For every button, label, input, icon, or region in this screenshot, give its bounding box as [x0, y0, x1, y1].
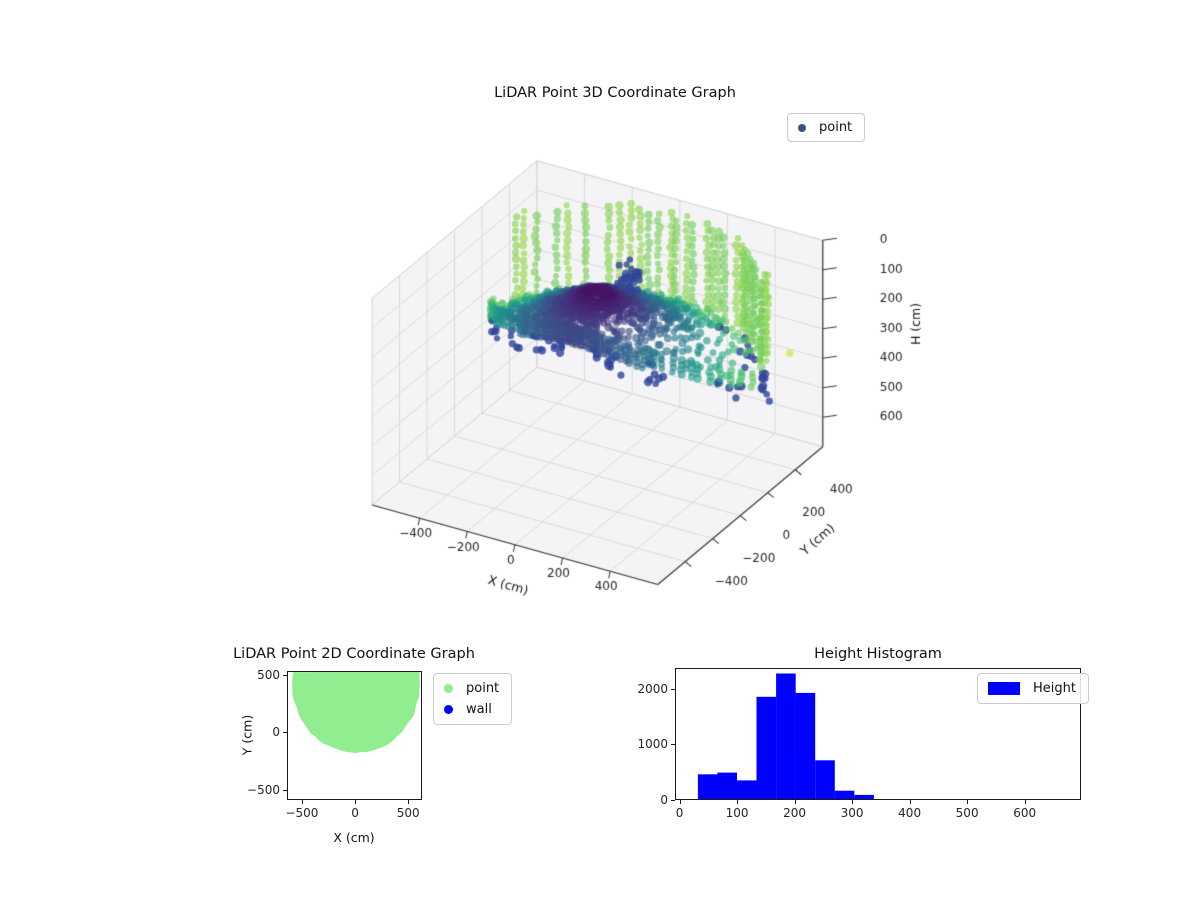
point-marker-icon — [798, 123, 806, 132]
3d-plot-title: LiDAR Point 3D Coordinate Graph — [494, 85, 736, 101]
legend-label: point — [466, 681, 500, 696]
2d-yaxis-label: Y (cm) — [239, 714, 255, 756]
histogram-bars — [697, 673, 874, 799]
wall-marker-icon — [444, 705, 453, 714]
2d-scatter-blob — [292, 672, 420, 753]
2d-y-tick-label: 0 — [272, 725, 280, 740]
hist-x-tick-label: 100 — [725, 806, 749, 820]
legend-item-wall: wall — [444, 699, 499, 720]
2d-y-tickmark — [283, 789, 287, 791]
2d-y-tick-label: −500 — [247, 782, 280, 797]
legend-label: point — [819, 120, 853, 135]
height-swatch-icon — [988, 682, 1020, 695]
hist-y-tick-label: 1000 — [637, 737, 668, 752]
2d-scatter-axes — [287, 671, 422, 800]
2d-x-tick-label: 500 — [396, 806, 420, 820]
legend-item-height: Height — [988, 678, 1076, 699]
hist-x-tickmark — [1024, 800, 1026, 804]
2d-x-tickmark — [408, 800, 410, 804]
2d-xaxis-label: X (cm) — [333, 830, 375, 845]
2d-y-tickmark — [283, 675, 287, 676]
hist-y-tickmark — [671, 688, 675, 690]
point-marker-icon — [444, 684, 453, 693]
legend-label: wall — [466, 702, 492, 717]
hist-x-tick-label: 400 — [898, 806, 922, 820]
legend-3d: point — [787, 113, 866, 142]
legend-2d: point wall — [433, 673, 513, 725]
hist-y-tick-label: 2000 — [637, 681, 668, 696]
hist-x-tick-label: 500 — [955, 806, 979, 820]
legend-item-point-3d: point — [798, 117, 852, 138]
hist-x-tickmark — [679, 800, 681, 804]
hist-y-tick-label: 0 — [660, 793, 668, 807]
hist-x-tick-label: 600 — [1013, 806, 1037, 820]
hist-x-tickmark — [794, 800, 796, 804]
2d-y-tick-label: 500 — [257, 668, 280, 682]
hist-y-tickmark — [671, 744, 675, 746]
hist-x-tickmark — [967, 800, 969, 804]
2d-plot-title: LiDAR Point 2D Coordinate Graph — [233, 646, 475, 662]
hist-x-tick-label: 200 — [783, 806, 807, 820]
histogram-title: Height Histogram — [814, 646, 942, 662]
2d-x-tick-label: 0 — [351, 806, 359, 820]
legend-item-point: point — [444, 678, 499, 699]
2d-x-tick-label: −500 — [285, 806, 319, 820]
2d-x-tickmark — [301, 800, 303, 804]
legend-label: Height — [1033, 681, 1076, 696]
2d-x-tickmark — [355, 800, 357, 804]
hist-x-tickmark — [909, 800, 911, 804]
hist-y-tickmark — [671, 800, 675, 801]
hist-x-tick-label: 0 — [675, 806, 684, 820]
hist-x-tickmark — [852, 800, 854, 804]
hist-x-tickmark — [737, 800, 739, 804]
legend-histogram: Height — [977, 673, 1089, 704]
hist-x-tick-label: 300 — [840, 806, 864, 820]
2d-y-tickmark — [283, 732, 287, 734]
